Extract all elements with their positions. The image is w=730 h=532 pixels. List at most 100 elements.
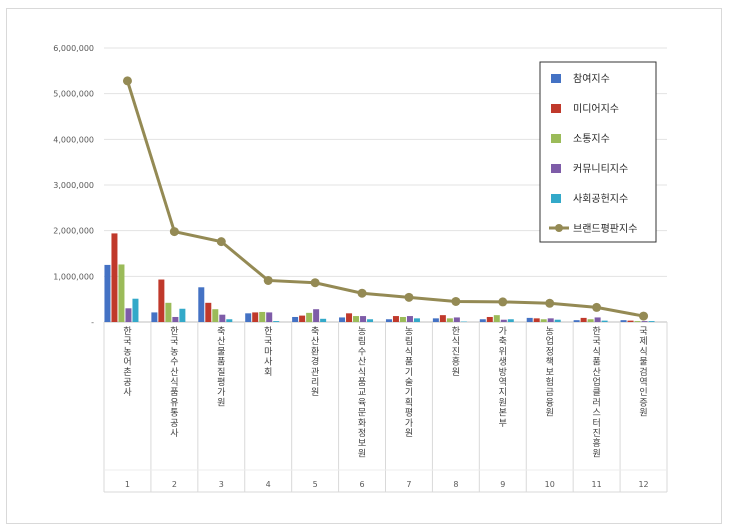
bar	[385, 319, 392, 322]
bar	[219, 314, 226, 322]
legend-swatch	[551, 104, 561, 113]
line-point	[122, 76, 132, 86]
line-series	[122, 76, 649, 321]
line-point	[545, 298, 555, 308]
line-point	[498, 297, 508, 307]
bar	[634, 321, 641, 322]
bar	[346, 313, 353, 322]
bar	[594, 317, 601, 322]
bar	[252, 312, 259, 322]
bar	[118, 264, 125, 322]
bar	[273, 321, 280, 322]
bar	[500, 319, 507, 322]
bar	[540, 319, 547, 322]
legend-label: 사회공헌지수	[573, 193, 628, 205]
y-tick-label: 1,000,000	[53, 272, 94, 281]
x-index-label: 11	[592, 480, 602, 489]
line-point	[216, 237, 226, 247]
bar	[172, 316, 179, 322]
line-point	[357, 288, 367, 298]
x-index-label: 8	[453, 480, 458, 489]
x-index-label: 7	[406, 480, 411, 489]
legend-label: 참여지수	[573, 73, 610, 85]
bar	[212, 309, 219, 322]
y-tick-label: 6,000,000	[53, 44, 94, 53]
line-path	[126, 80, 644, 318]
bar	[226, 319, 233, 322]
y-axis: - 1,000,000 2,000,000 3,000,000 4,000,000 5,0…	[53, 44, 94, 327]
bar	[165, 302, 172, 322]
bar	[620, 320, 627, 322]
bar	[198, 287, 205, 322]
bar	[580, 317, 587, 322]
bar	[547, 318, 554, 322]
bar	[439, 315, 446, 322]
legend-label: 브랜드평판지수	[573, 223, 637, 235]
y-tick-label: 4,000,000	[53, 135, 94, 144]
legend-label: 미디어지수	[573, 103, 619, 115]
legend-swatch	[551, 194, 561, 203]
y-tick-label: -	[91, 318, 94, 327]
line-point	[639, 311, 649, 321]
x-index-label: 1	[125, 480, 130, 489]
bar	[266, 312, 273, 322]
bar	[648, 321, 655, 322]
bar	[313, 309, 320, 322]
bar	[158, 279, 165, 322]
bar	[259, 311, 266, 322]
bar	[151, 312, 158, 322]
bar	[179, 308, 186, 322]
bar	[392, 316, 399, 322]
bar	[245, 313, 252, 322]
bar	[367, 319, 374, 322]
legend-swatch	[551, 134, 561, 143]
x-index-label: 4	[266, 480, 271, 489]
bar	[360, 316, 367, 322]
bar	[554, 319, 561, 322]
bar	[587, 319, 594, 322]
bar	[493, 315, 500, 322]
x-index-label: 6	[359, 480, 364, 489]
x-index-label: 10	[545, 480, 555, 489]
x-index-label: 3	[219, 480, 224, 489]
line-point	[263, 275, 273, 285]
x-index-label: 12	[638, 480, 648, 489]
bar	[413, 318, 420, 322]
bar	[353, 316, 360, 322]
x-axis: 한 국 농 어 촌 공 사 1 한 국 농 수 산 식 품 유 통 공 사 2 축 산 물 품 질 평 가 원 3 한 국 마 사 회 4 축 산 환 경 관…	[103, 322, 668, 493]
line-point	[451, 296, 461, 306]
y-tick-label: 2,000,000	[53, 227, 94, 236]
legend-label: 커뮤니티지수	[573, 163, 628, 175]
legend-line-marker	[555, 224, 563, 232]
bar	[125, 308, 132, 322]
bar	[479, 319, 486, 322]
x-index-label: 9	[500, 480, 505, 489]
bar	[453, 317, 460, 322]
line-point	[404, 292, 414, 302]
bar	[306, 312, 313, 322]
bar	[533, 318, 540, 322]
bars	[104, 233, 655, 322]
line-point	[592, 302, 602, 312]
bar	[292, 316, 299, 322]
y-tick-label: 5,000,000	[53, 90, 94, 99]
bar	[601, 320, 608, 322]
bar	[627, 320, 634, 322]
line-point	[310, 278, 320, 288]
bar	[320, 318, 327, 322]
bar	[432, 318, 439, 322]
line-point	[169, 227, 179, 237]
bar	[132, 298, 139, 322]
x-index-label: 5	[313, 480, 318, 489]
